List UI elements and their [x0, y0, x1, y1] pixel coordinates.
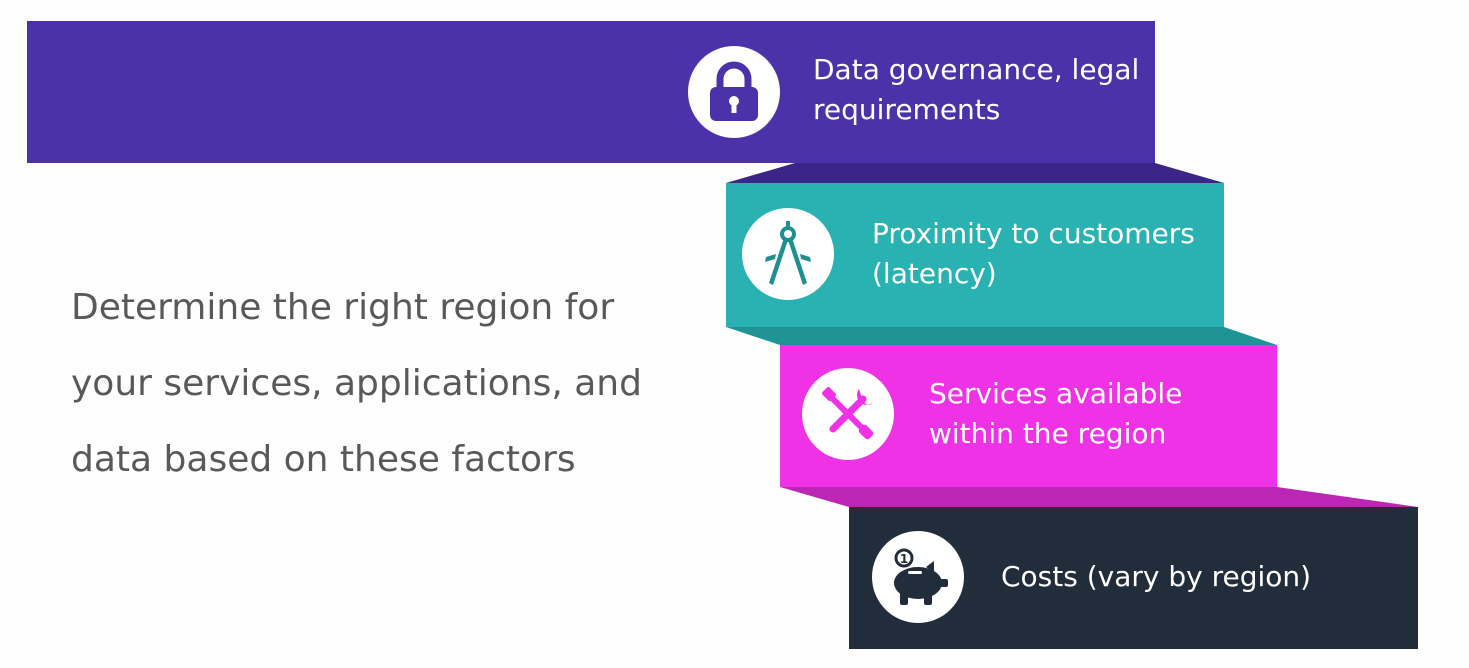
- compass-icon: [765, 221, 811, 285]
- step-label-proximity: Proximity to customers (latency): [872, 217, 1195, 290]
- svg-text:1: 1: [900, 552, 908, 566]
- intro-line-3: data based on these factors: [71, 439, 576, 480]
- piggy-bank-icon-circle: 1: [872, 531, 964, 623]
- lock-icon-circle: [688, 46, 780, 138]
- compass-icon-circle: [742, 208, 834, 300]
- step-label-data-governance: Data governance, legal requirements: [813, 53, 1140, 126]
- piggy-bank-icon: 1: [894, 548, 948, 605]
- intro-text: Determine the right region for your serv…: [71, 270, 671, 498]
- tools-icon: [822, 387, 874, 440]
- connector-1: [726, 163, 1224, 183]
- intro-line-1: Determine the right region for: [71, 287, 615, 328]
- intro-line-2: your services, applications, and: [71, 363, 642, 404]
- step-costs: 1 Costs (vary by region): [849, 507, 1418, 649]
- lock-icon: [710, 61, 758, 121]
- step-label-services-available: Services available within the region: [929, 377, 1183, 450]
- step-services-available: Services available within the region: [780, 345, 1277, 487]
- tools-icon-circle: [802, 368, 894, 460]
- step-proximity: Proximity to customers (latency): [726, 183, 1224, 327]
- connector-2: [726, 327, 1277, 345]
- connector-3: [780, 487, 1418, 507]
- step-data-governance: Data governance, legal requirements: [27, 21, 1155, 163]
- step-label-costs: Costs (vary by region): [1001, 560, 1312, 593]
